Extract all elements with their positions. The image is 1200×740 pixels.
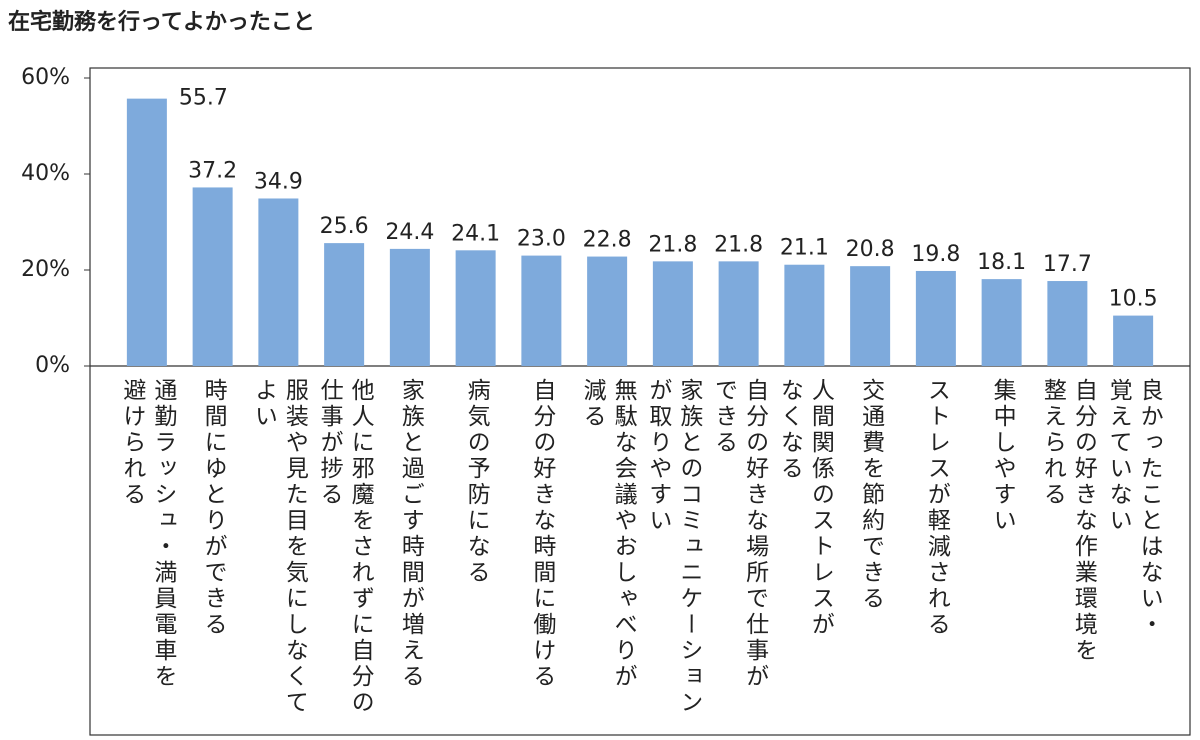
bar (981, 279, 1022, 366)
bar (915, 270, 956, 366)
bar (718, 261, 759, 366)
x-tick-label: 自分の好きな場所で仕事が できる (710, 378, 768, 690)
data-label: 24.4 (385, 220, 434, 245)
plot-frame (89, 67, 1191, 736)
data-label: 19.8 (911, 242, 960, 267)
bar (784, 264, 825, 366)
chart-title: 在宅勤務を行ってよかったこと (8, 10, 315, 35)
data-label: 37.2 (188, 158, 237, 183)
bar (521, 255, 562, 366)
x-tick-label: 他人に邪魔をされずに自分の 仕事が捗る (316, 378, 374, 716)
y-tick-label: 20% (21, 257, 70, 282)
data-label: 18.1 (977, 250, 1026, 275)
bar (324, 243, 365, 366)
data-label: 23.0 (517, 227, 566, 252)
data-label: 20.8 (846, 237, 895, 262)
y-tick-label: 40% (21, 161, 70, 186)
data-label: 34.9 (254, 169, 303, 194)
y-tick-label: 0% (35, 353, 70, 378)
y-tick-label: 60% (21, 65, 70, 90)
data-label: 10.5 (1109, 287, 1158, 312)
bar (1113, 315, 1154, 366)
bar (587, 256, 628, 366)
bar (389, 248, 430, 366)
data-label: 21.8 (714, 232, 763, 257)
data-label: 22.8 (583, 228, 632, 253)
data-label: 21.8 (648, 232, 697, 257)
bar (652, 261, 693, 366)
data-label: 21.1 (780, 236, 829, 261)
x-tick-label: 通勤ラッシュ・満員電車を 避けられる (118, 378, 176, 690)
x-tick-label: 家族と過ごす時間が増える (397, 378, 424, 690)
x-tick-label: 交通費を節約できる (857, 378, 884, 612)
bar (1047, 281, 1088, 366)
x-tick-label: 自分の好きな作業環境を 整えられる (1039, 378, 1097, 664)
bar (258, 198, 299, 366)
x-tick-label: 病気の予防になる (463, 378, 490, 586)
x-tick-label: 自分の好きな時間に働ける (528, 378, 555, 690)
bar (455, 250, 496, 366)
data-label: 55.7 (179, 86, 228, 111)
bar (126, 98, 167, 366)
x-tick-label: ストレスが軽減される (923, 378, 950, 638)
x-tick-label: 服装や見た目を気にしなくて よい (250, 378, 308, 716)
x-tick-label: 時間にゆとりができる (200, 378, 227, 638)
data-label: 25.6 (320, 214, 369, 239)
data-label: 24.1 (451, 221, 500, 246)
data-label: 17.7 (1043, 252, 1092, 277)
x-tick-label: 無駄な会議やおしゃべりが 減る (579, 378, 637, 690)
x-tick-label: 集中しやすい (989, 378, 1016, 534)
x-tick-label: 人間関係のストレスが なくなる (776, 378, 834, 638)
bar (850, 266, 891, 366)
x-tick-label: 良かったことはない・ 覚えていない (1105, 378, 1163, 638)
x-tick-label: 家族とのコミュニケーション が取りやすい (644, 378, 702, 716)
bar (192, 187, 233, 366)
